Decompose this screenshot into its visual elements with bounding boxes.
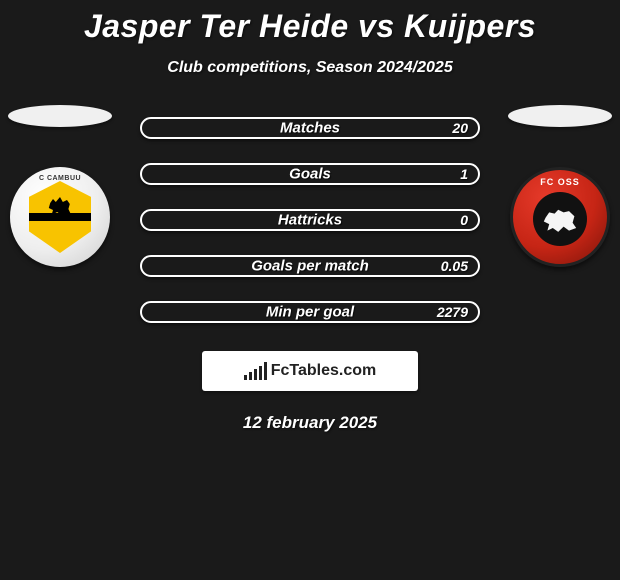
stat-label: Min per goal [266,304,354,321]
club-badge-right: FC OSS [510,167,610,267]
stat-label: Goals per match [251,258,369,275]
stat-label: Goals [289,166,331,183]
club-badge-left: C CAMBUU [10,167,110,267]
badge-left-text: C CAMBUU [39,175,81,182]
main-area: C CAMBUU Matches 20 Goals 1 Hattricks 0 Goals … [0,117,620,323]
brand-text: FcTables.com [271,362,377,380]
left-player-column: C CAMBUU [8,105,112,267]
badge-right-text: FC OSS [540,177,580,187]
stat-label: Matches [280,120,340,137]
right-player-column: FC OSS [508,105,612,267]
photo-placeholder-left [8,105,112,127]
stat-bar: Hattricks 0 [140,209,480,231]
stat-bar: Goals 1 [140,163,480,185]
stat-value-right: 0 [460,212,468,228]
page-title: Jasper Ter Heide vs Kuijpers [0,8,620,45]
stat-bar: Goals per match 0.05 [140,255,480,277]
infographic-root: Jasper Ter Heide vs Kuijpers Club compet… [0,0,620,433]
photo-placeholder-right [508,105,612,127]
stat-value-right: 20 [452,120,468,136]
deer-icon [46,195,74,215]
page-subtitle: Club competitions, Season 2024/2025 [0,59,620,77]
footer-date: 12 february 2025 [0,413,620,433]
brand-box: FcTables.com [202,351,418,391]
stat-label: Hattricks [278,212,342,229]
stat-bar: Min per goal 2279 [140,301,480,323]
stat-value-right: 0.05 [441,258,468,274]
stats-list: Matches 20 Goals 1 Hattricks 0 Goals per match… [140,117,480,323]
stat-value-right: 1 [460,166,468,182]
stat-bar: Matches 20 [140,117,480,139]
bars-icon [244,362,267,380]
stat-value-right: 2279 [437,304,468,320]
